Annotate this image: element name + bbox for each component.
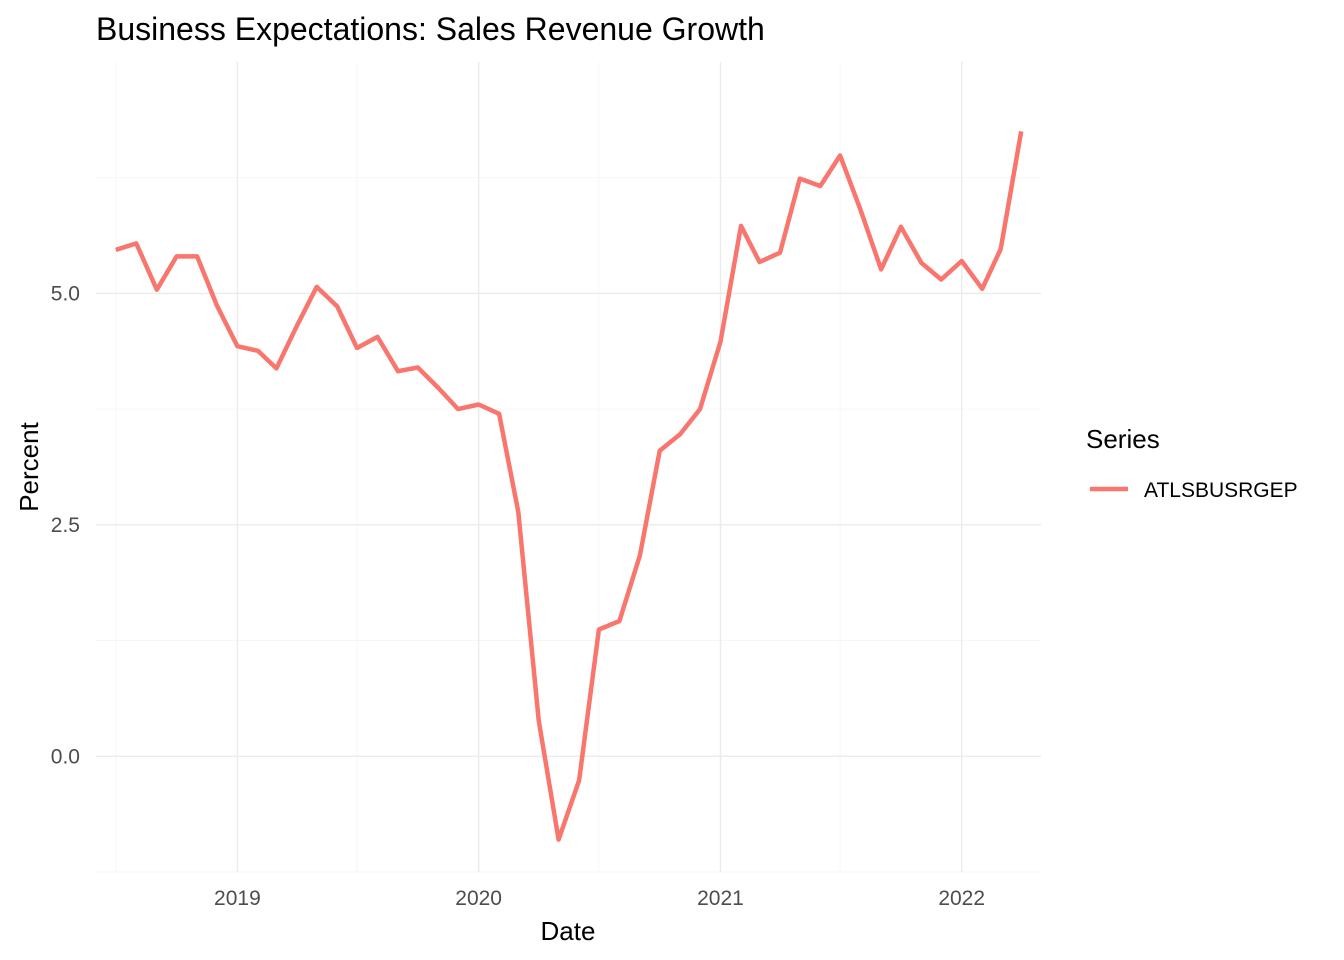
y-axis-title: Percent [14,421,44,511]
y-tick-label: 0.0 [51,745,80,768]
x-axis-title: Date [541,916,596,946]
x-tick-label: 2019 [214,887,261,910]
x-tick-label: 2021 [697,887,744,910]
y-axis-tick-labels: 0.0 2.5 5.0 [51,282,80,768]
major-gridlines-x [236,62,963,872]
legend: Series ATLSBUSRGEP [1086,424,1298,502]
y-tick-label: 5.0 [51,282,80,305]
y-tick-label: 2.5 [51,514,80,537]
minor-gridlines-y [96,177,1041,873]
x-tick-label: 2020 [455,887,502,910]
chart-title: Business Expectations: Sales Revenue Gro… [96,11,765,47]
x-axis-tick-labels: 2019 2020 2021 2022 [214,887,985,910]
minor-gridlines-x [115,62,841,872]
series-lines [115,131,1024,842]
legend-title: Series [1086,424,1160,454]
legend-series-label: ATLSBUSRGEP [1144,479,1298,502]
x-tick-label: 2022 [938,887,985,910]
series-line-atlsbusrgep [115,131,1024,842]
major-gridlines-y [96,292,1041,757]
